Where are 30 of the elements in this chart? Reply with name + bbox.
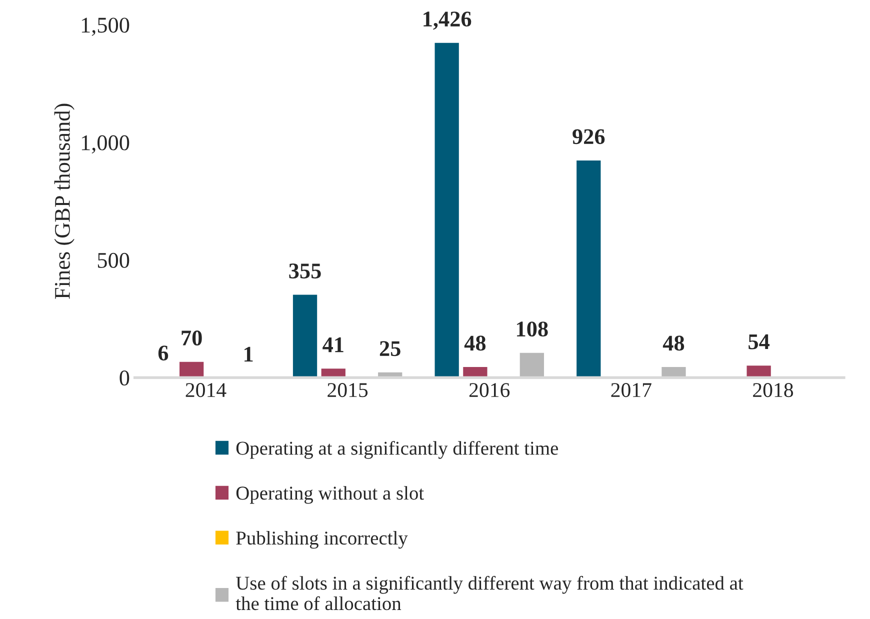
x-tick-label: 2017	[611, 383, 652, 398]
bar	[745, 364, 772, 378]
data-label: 6	[158, 346, 168, 361]
data-label: 1,426	[424, 12, 472, 30]
data-label: 70	[182, 330, 202, 346]
legend-label: Operating at a significantly different time	[236, 440, 558, 459]
y-tick-label: 1,000	[82, 135, 130, 154]
bar	[178, 360, 206, 378]
x-tick-label: 2014	[186, 383, 226, 398]
data-label: 54	[748, 334, 770, 350]
legend-label: Operating without a slot	[236, 486, 424, 504]
y-tick-label: 500	[98, 252, 130, 268]
data-label: 48	[662, 336, 684, 351]
data-label: 25	[380, 341, 400, 356]
y-tick-label: 0	[120, 370, 130, 386]
data-label: 48	[464, 336, 486, 351]
data-label: 41	[322, 337, 344, 352]
legend-label: Use of slots in a significantly different way from that indicated at the time of allocation	[236, 576, 744, 610]
bar	[575, 159, 602, 378]
data-label: 355	[289, 264, 321, 278]
data-label: 1	[244, 346, 253, 362]
y-tick-label: 1,500	[82, 18, 130, 36]
x-tick-label: 2018	[753, 383, 794, 398]
legend-label: Publishing incorrectly	[236, 530, 408, 549]
x-tick-label: 2016	[469, 383, 510, 398]
data-label: 108	[517, 322, 548, 337]
data-label: 926	[572, 129, 605, 144]
x-tick-label: 2015	[328, 383, 368, 398]
bar	[518, 351, 546, 378]
y-axis-title: Fines (GBP thousand)	[54, 104, 74, 299]
